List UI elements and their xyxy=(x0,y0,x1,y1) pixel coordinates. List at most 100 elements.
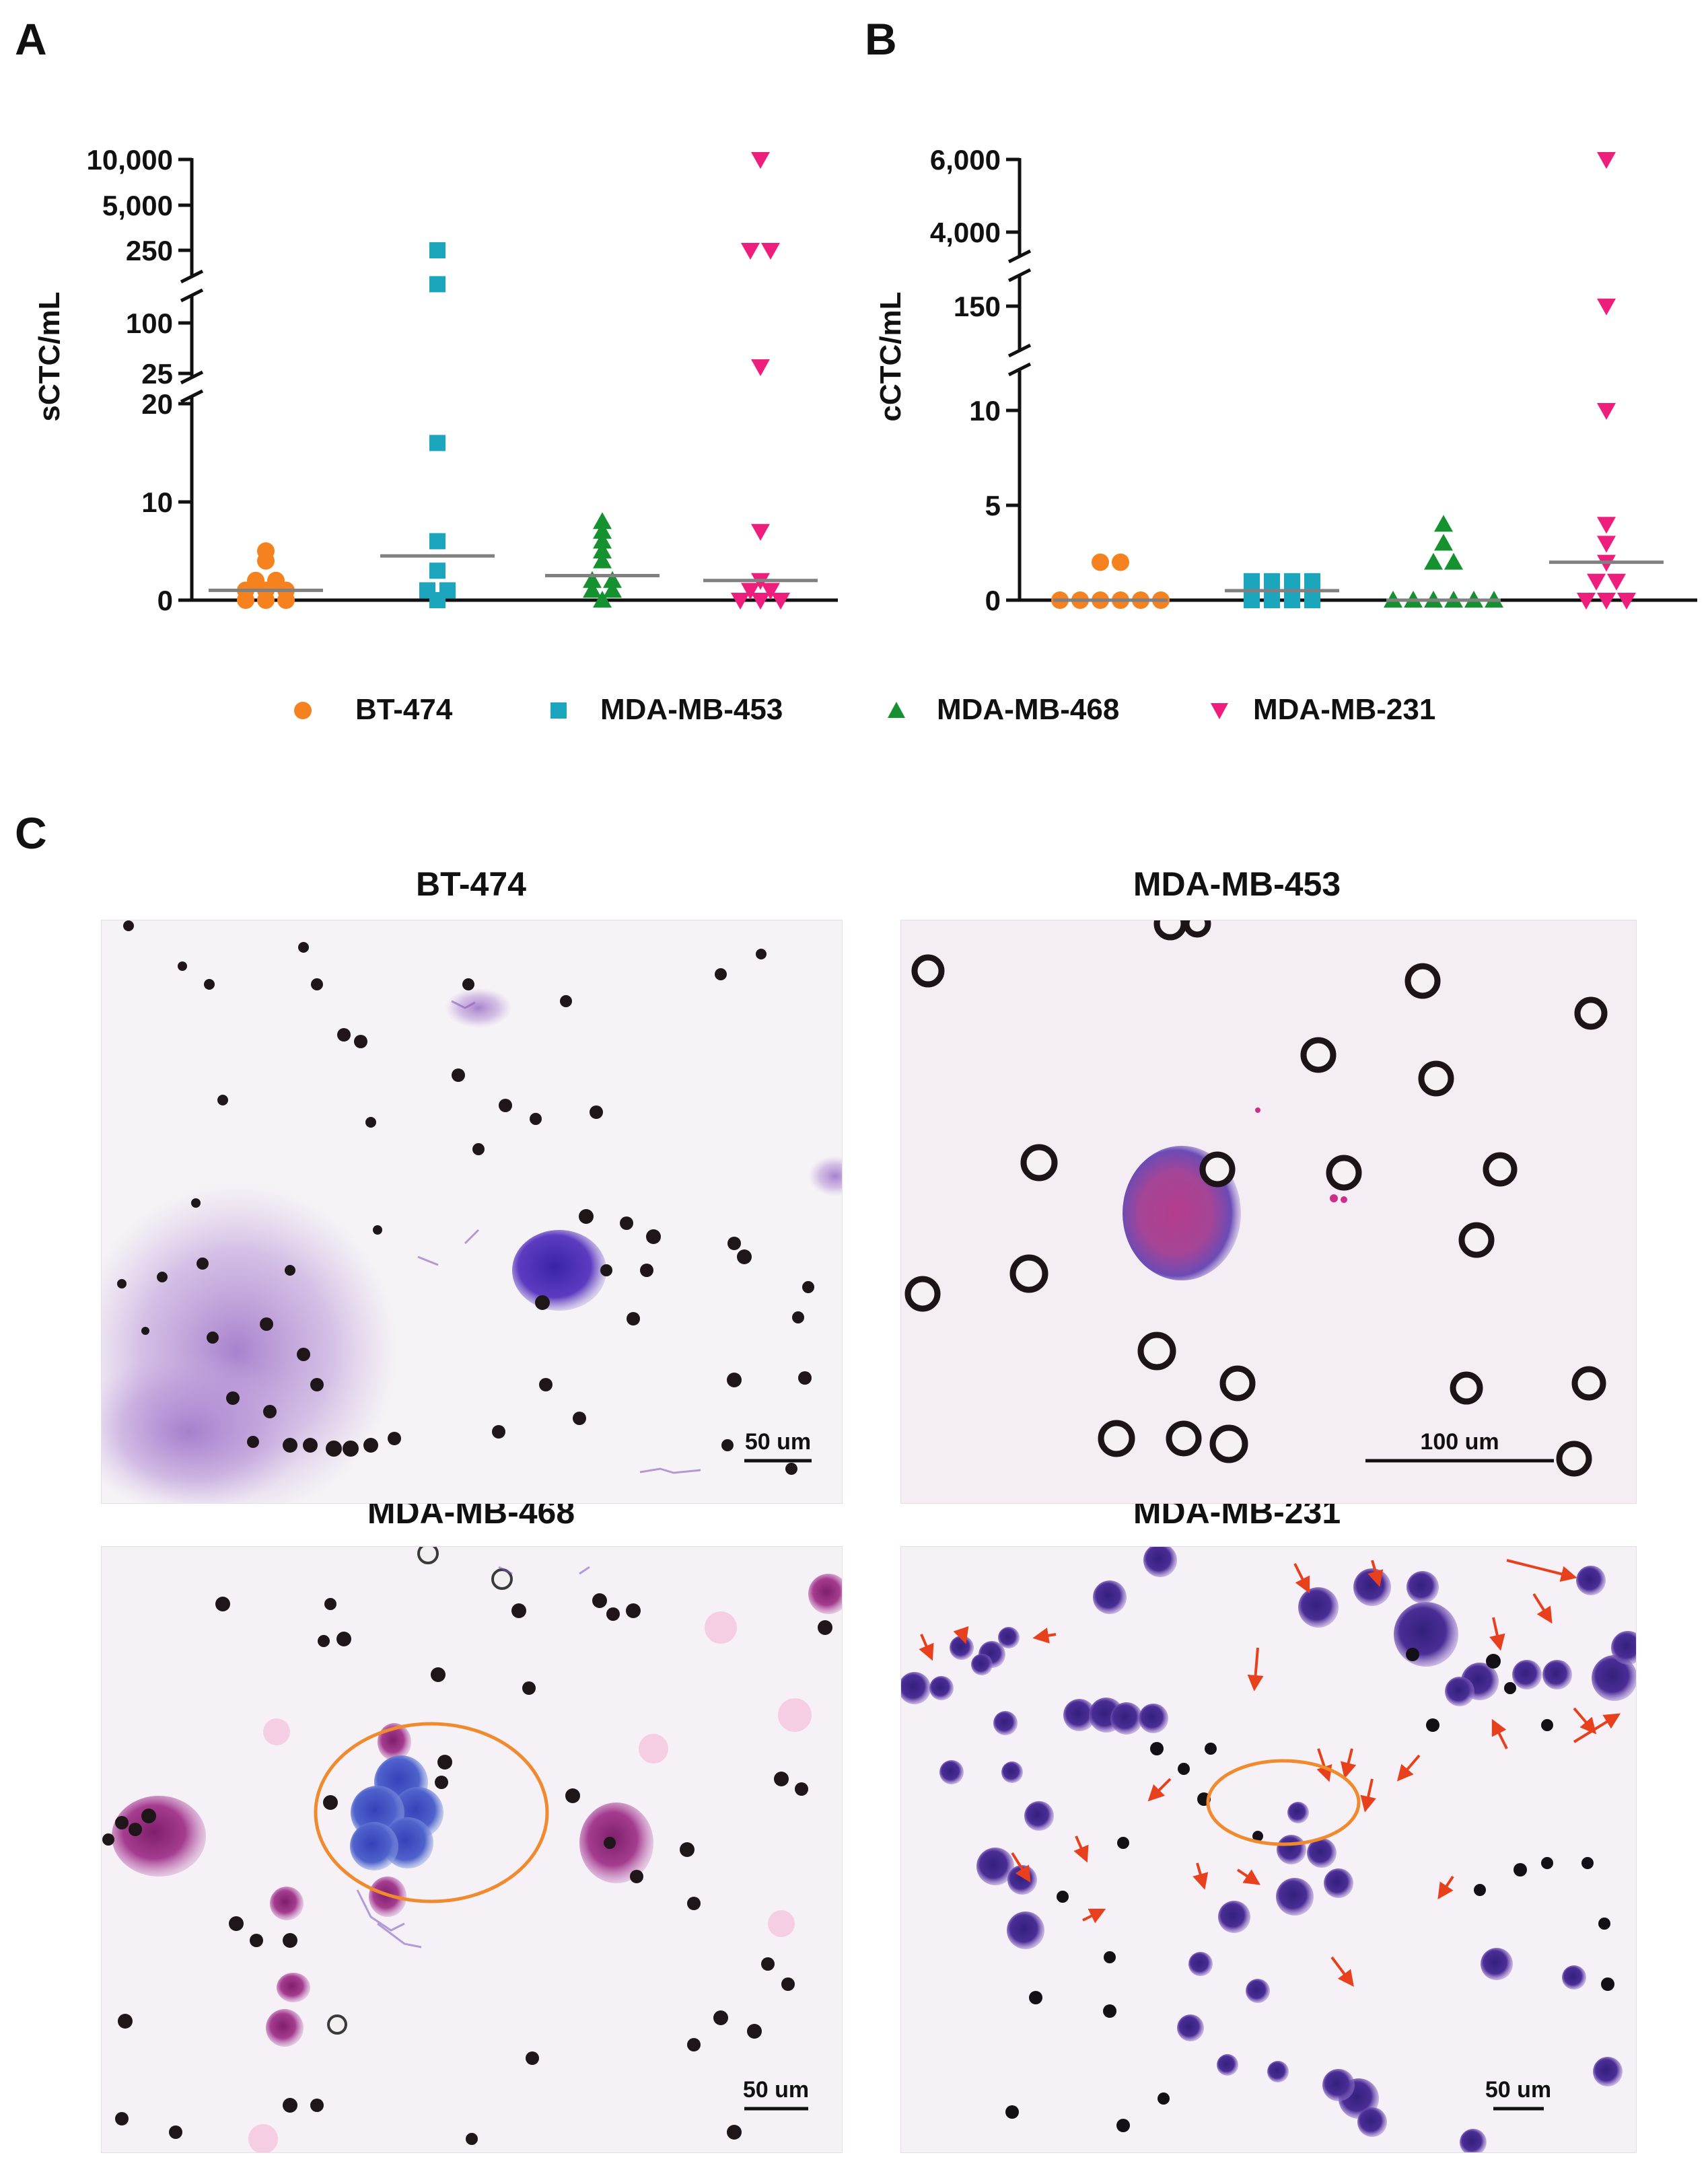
data-point xyxy=(257,542,275,560)
data-point xyxy=(751,523,770,541)
micrograph-mdamb468-image: 50 um xyxy=(102,1547,842,2152)
data-point xyxy=(429,242,446,258)
data-point xyxy=(603,571,622,588)
data-point xyxy=(1444,552,1463,570)
micrograph-title-bt474: BT-474 xyxy=(416,865,526,903)
data-point xyxy=(761,243,780,260)
axis-break-mark xyxy=(180,370,204,385)
data-point xyxy=(1304,592,1320,608)
data-point xyxy=(731,593,750,610)
legend-label: BT-474 xyxy=(355,693,453,726)
chart-a-marks xyxy=(209,152,818,610)
scale-bar-label: 50 um xyxy=(1485,2077,1551,2103)
data-point xyxy=(267,571,285,589)
data-point xyxy=(247,571,264,589)
data-point xyxy=(593,512,612,530)
data-point xyxy=(419,582,435,599)
data-point xyxy=(771,593,790,610)
data-point xyxy=(1617,593,1636,610)
cluster-highlight-ellipse xyxy=(1206,1759,1361,1846)
data-point xyxy=(751,593,770,610)
axis-break-mark xyxy=(180,269,204,284)
y-tick-label: 100 xyxy=(126,307,173,339)
legend-triangle-down-icon xyxy=(1211,703,1228,719)
data-point xyxy=(429,435,446,451)
y-tick-label: 150 xyxy=(954,291,1001,322)
y-tick-label: 0 xyxy=(985,585,1001,616)
scale-bar-label: 50 um xyxy=(745,1429,811,1455)
data-point xyxy=(751,359,770,376)
y-tick-label: 10,000 xyxy=(87,144,173,176)
data-point xyxy=(583,581,602,598)
micrograph-mdamb453: 100 um xyxy=(900,920,1637,1504)
legend-item-mdamb453: MDA-MB-453 xyxy=(545,688,895,735)
micrograph-mdamb231: 50 um xyxy=(900,1546,1637,2153)
data-point xyxy=(1607,573,1626,591)
legend-label: MDA-MB-468 xyxy=(937,693,1120,726)
legend-item-mdamb231: MDA-MB-231 xyxy=(1206,688,1556,735)
data-point xyxy=(593,591,612,608)
panel-letter-c: C xyxy=(15,808,47,858)
data-point xyxy=(1424,552,1443,570)
data-point xyxy=(1092,553,1109,571)
data-point xyxy=(1284,573,1300,589)
data-point xyxy=(429,533,446,550)
axis-break-mark xyxy=(1007,362,1032,377)
y-tick-label: 10 xyxy=(141,486,173,518)
data-point xyxy=(761,583,780,600)
data-point xyxy=(741,243,760,260)
panel-letter-b: B xyxy=(865,14,897,64)
data-point xyxy=(583,571,602,588)
chart-a-ylabel: sCTC/mL xyxy=(33,291,66,421)
scale-bar-label: 100 um xyxy=(1420,1429,1499,1455)
scale-bar-label: 50 um xyxy=(743,2077,809,2103)
micrograph-bt474-image: 50 um xyxy=(102,920,842,1503)
micrograph-mdamb468: 50 um xyxy=(101,1546,843,2153)
data-point xyxy=(593,551,612,569)
legend-label: MDA-MB-231 xyxy=(1253,693,1436,726)
legend-square-icon xyxy=(550,702,567,719)
data-point xyxy=(593,521,612,539)
axis-break-mark xyxy=(180,389,204,404)
data-point xyxy=(1577,593,1596,610)
chart-b-ylabel: cCTC/mL xyxy=(874,291,907,421)
y-tick-label: 0 xyxy=(157,585,173,616)
data-point xyxy=(1284,592,1300,608)
data-point xyxy=(1597,536,1616,553)
legend: BT-474 MDA-MB-453 MDA-MB-468 MDA-MB-231 xyxy=(289,688,1501,735)
legend-circle-icon xyxy=(294,702,312,719)
data-point xyxy=(1597,298,1616,316)
y-tick-label: 20 xyxy=(141,388,173,420)
data-point xyxy=(1264,592,1280,608)
y-tick-label: 5 xyxy=(985,490,1001,521)
data-point xyxy=(439,582,456,599)
micrograph-title-mdamb453: MDA-MB-453 xyxy=(1133,865,1341,903)
data-point xyxy=(1112,553,1129,571)
data-point xyxy=(1587,573,1606,591)
data-point xyxy=(593,542,612,558)
axis-break-mark xyxy=(1007,249,1032,264)
data-point xyxy=(1434,534,1453,551)
data-point xyxy=(603,581,622,598)
data-point xyxy=(1597,593,1616,610)
data-point xyxy=(1597,403,1616,420)
axis-break-mark xyxy=(1007,268,1032,283)
data-point xyxy=(1264,573,1280,589)
data-point xyxy=(1244,592,1260,608)
axis-break-mark xyxy=(180,288,204,303)
data-point xyxy=(1244,573,1260,589)
data-point xyxy=(741,583,760,600)
data-point xyxy=(1434,515,1453,532)
micrograph-bt474: 50 um xyxy=(101,920,843,1504)
y-tick-label: 250 xyxy=(126,235,173,266)
data-point xyxy=(429,562,446,579)
data-point xyxy=(1597,517,1616,534)
chart-b: cCTC/mL 0 5 10 150 4,000 6,000 xyxy=(874,144,1697,616)
legend-triangle-up-icon xyxy=(888,702,905,718)
data-point xyxy=(751,152,770,169)
legend-label: MDA-MB-453 xyxy=(600,693,783,726)
chart-b-marks xyxy=(1051,152,1664,610)
y-tick-label: 5,000 xyxy=(102,190,173,221)
